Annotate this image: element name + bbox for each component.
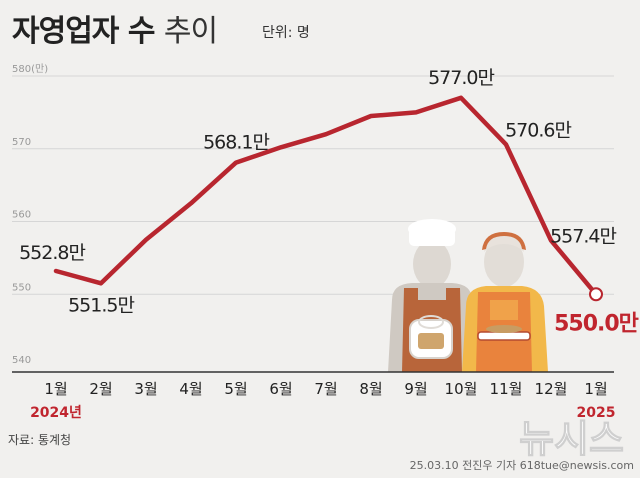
x-tick-label: 6월 xyxy=(269,380,292,398)
unit-label: 단위: 명 xyxy=(262,25,310,41)
x-tick-label: 12월 xyxy=(535,380,568,398)
x-tick-label: 1월 xyxy=(584,380,607,398)
x-tick-label: 7월 xyxy=(314,380,337,398)
y-tick-label: 580(만) xyxy=(12,63,48,75)
end-point-marker xyxy=(589,287,603,302)
title-bold: 자영업자 수 xyxy=(12,14,155,49)
label-layer: 552.8만 551.5만 568.1만 577.0만 570.6만 557.4만 550.… xyxy=(19,67,640,336)
data-label: 552.8만 xyxy=(19,242,85,264)
x-tick-label: 4월 xyxy=(179,380,202,398)
series-line xyxy=(53,95,599,297)
x-tick-label: 3월 xyxy=(134,380,157,398)
x-tick-label: 8월 xyxy=(359,380,382,398)
series-layer xyxy=(53,95,603,302)
x-tick-label: 2월 xyxy=(89,380,112,398)
x-tick-label: 9월 xyxy=(404,380,427,398)
newsis-watermark: 뉴시스 xyxy=(519,417,624,461)
shopkeepers-illustration xyxy=(388,219,548,372)
y-tick-label: 560 xyxy=(12,210,31,221)
data-label: 557.4만 xyxy=(550,225,616,247)
shopkeeper-man-icon xyxy=(388,219,476,372)
year-label: 2025 xyxy=(577,405,616,421)
data-label: 551.5만 xyxy=(68,294,134,316)
data-label: 568.1만 xyxy=(203,132,269,154)
x-tick-label: 1월 xyxy=(44,380,67,398)
credit-line: 25.03.10 전진우 기자 618tue@newsis.com xyxy=(409,459,634,472)
data-label: 577.0만 xyxy=(428,67,494,89)
x-tick-label: 11월 xyxy=(490,380,523,398)
data-label: 550.0만 xyxy=(554,311,639,336)
x-tick-label: 5월 xyxy=(224,380,247,398)
y-tick-label: 570 xyxy=(12,137,31,148)
title-light: 추이 xyxy=(163,14,218,49)
data-label: 570.6만 xyxy=(505,119,571,141)
year-label: 2024년 xyxy=(30,405,82,421)
y-tick-label: 540 xyxy=(12,355,31,366)
y-tick-label: 550 xyxy=(12,282,31,293)
x-tick-label: 10월 xyxy=(445,380,478,398)
axis-layer: 540 550 560 570 580(만) 1월 2월 3월 4월 5월 6월 7월 8월 9월 10월 1… xyxy=(12,63,615,421)
chart-title: 자영업자 수 추이 xyxy=(12,6,218,50)
shopkeeper-woman-icon xyxy=(462,232,548,372)
source-note: 자료: 통계청 xyxy=(8,433,72,447)
